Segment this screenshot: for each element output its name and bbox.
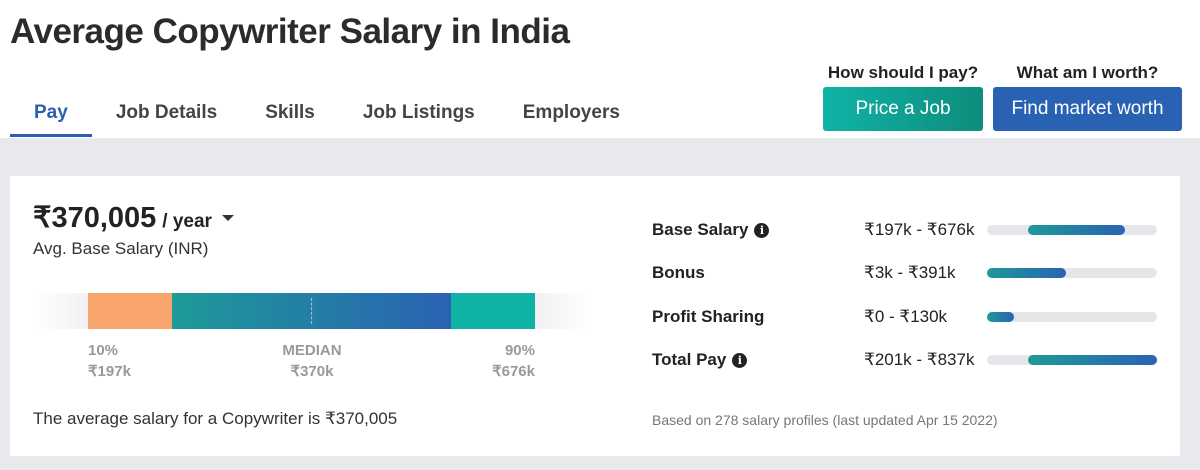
market-worth-group: What am I worth? Find market worth bbox=[993, 63, 1182, 131]
how-should-i-pay-label: How should I pay? bbox=[827, 63, 979, 82]
bonus-range-fill bbox=[987, 268, 1066, 278]
tab-employers[interactable]: Employers bbox=[522, 102, 620, 123]
page-title: Average Copywriter Salary in India bbox=[10, 12, 570, 51]
tab-pay[interactable]: Pay bbox=[10, 95, 92, 137]
average-salary-row: ₹370,005 / year bbox=[33, 200, 234, 235]
compensation-row-total-pay: Total Pay i ₹201k - ₹837k bbox=[652, 348, 1162, 372]
bonus-range: ₹3k - ₹391k bbox=[864, 263, 956, 282]
compensation-row-base-salary: Base Salary i ₹197k - ₹676k bbox=[652, 218, 1162, 242]
profit-sharing-range: ₹0 - ₹130k bbox=[864, 307, 948, 326]
salary-distribution-bar bbox=[33, 293, 593, 329]
compensation-row-profit-sharing: Profit Sharing ₹0 - ₹130k bbox=[652, 305, 1162, 329]
salary-card: ₹370,005 / year Avg. Base Salary (INR) 1… bbox=[10, 176, 1180, 456]
profit-sharing-label: Profit Sharing bbox=[652, 307, 765, 326]
profit-sharing-range-track bbox=[987, 312, 1157, 322]
price-a-job-group: How should I pay? Price a Job bbox=[823, 63, 983, 131]
total-pay-range-track bbox=[987, 355, 1157, 365]
bar-segment-10th-percentile bbox=[88, 293, 172, 329]
percentile-10-value: ₹197k bbox=[88, 363, 131, 380]
bonus-label: Bonus bbox=[652, 263, 705, 282]
caret-down-icon[interactable] bbox=[221, 214, 234, 221]
average-salary-caption: Avg. Base Salary (INR) bbox=[33, 239, 209, 258]
median-marker bbox=[311, 298, 312, 324]
base-salary-range-fill bbox=[1028, 225, 1125, 235]
percentile-median-value: ₹370k bbox=[290, 363, 334, 380]
tab-job-listings[interactable]: Job Listings bbox=[362, 102, 475, 123]
tab-job-details[interactable]: Job Details bbox=[115, 102, 218, 123]
total-pay-label: Total Pay bbox=[652, 350, 727, 369]
base-salary-label: Base Salary bbox=[652, 220, 749, 239]
percentile-90: 90% ₹676k bbox=[455, 340, 535, 382]
percentile-10-label: 10% bbox=[88, 342, 119, 359]
bonus-range-track bbox=[987, 268, 1157, 278]
average-salary-value: ₹370,005 bbox=[33, 202, 157, 234]
salary-profiles-footnote: Based on 278 salary profiles (last updat… bbox=[652, 412, 998, 428]
info-circle-icon[interactable]: i bbox=[754, 222, 770, 238]
profit-sharing-range-fill bbox=[987, 312, 1014, 322]
bar-segment-90th-percentile bbox=[451, 293, 535, 329]
total-pay-range: ₹201k - ₹837k bbox=[864, 350, 975, 369]
base-salary-range-track bbox=[987, 225, 1157, 235]
percentile-90-label: 90% bbox=[504, 342, 535, 359]
base-salary-range: ₹197k - ₹676k bbox=[864, 220, 975, 239]
total-pay-range-fill bbox=[1028, 355, 1157, 365]
salary-summary-text: The average salary for a Copywriter is ₹… bbox=[33, 409, 398, 428]
percentile-90-value: ₹676k bbox=[492, 363, 535, 380]
percentile-10: 10% ₹197k bbox=[88, 340, 131, 382]
find-market-worth-button[interactable]: Find market worth bbox=[993, 87, 1182, 131]
info-circle-icon[interactable]: i bbox=[732, 352, 748, 368]
percentile-median-label: MEDIAN bbox=[282, 342, 342, 359]
percentile-median: MEDIAN ₹370k bbox=[262, 340, 362, 382]
tab-bar: Pay Job Details Skills Job Listings Empl… bbox=[10, 95, 644, 137]
compensation-row-bonus: Bonus ₹3k - ₹391k bbox=[652, 261, 1162, 285]
what-am-i-worth-label: What am I worth? bbox=[1016, 63, 1159, 82]
tab-skills[interactable]: Skills bbox=[265, 102, 315, 123]
pay-period-selector[interactable]: / year bbox=[162, 211, 212, 232]
price-a-job-button[interactable]: Price a Job bbox=[823, 87, 983, 131]
